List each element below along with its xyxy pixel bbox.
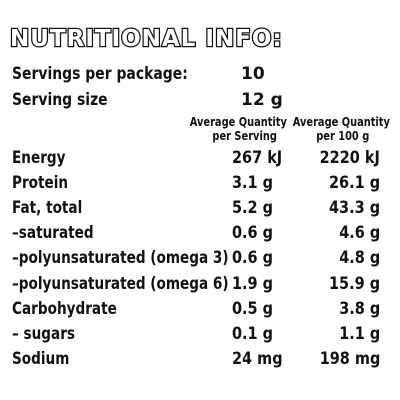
nutrient-per-serving: 0.6 g [232,223,273,243]
nutrient-per-serving: 1.9 g [232,274,273,294]
servings-per-package-value: 10 [241,64,265,84]
nutrient-per-100g: 26.1 g [328,173,380,193]
servings-per-package-label: Servings per package: [12,64,188,84]
nutrient-per-100g: 3.8 g [339,299,380,319]
nutrient-per-serving: 0.1 g [232,324,273,344]
nutrient-label: Protein [12,173,69,193]
nutrient-label: Fat, total [12,198,83,218]
nutrient-label: Energy [12,148,66,168]
nutrient-label: –polyunsaturated (omega 6) [12,274,229,294]
nutrient-per-100g: 15.9 g [328,274,380,294]
per-100g-header-line2: per 100 g [316,129,370,143]
nutrient-per-serving: 24 mg [232,349,283,369]
nutrient-per-serving: 5.2 g [232,198,273,218]
nutrient-per-100g: 2220 kJ [319,148,380,168]
nutrient-per-100g: 1.1 g [339,324,380,344]
serving-size-value: 12 g [241,90,283,110]
nutrient-label: Sodium [12,349,70,369]
panel-title: NUTRITIONAL INFO: [9,25,283,54]
nutrient-per-serving: 3.1 g [232,173,273,193]
nutrient-per-serving: 267 kJ [232,148,283,168]
nutrient-per-serving: 0.6 g [232,248,273,268]
nutrient-per-serving: 0.5 g [232,299,273,319]
nutrient-per-100g: 4.6 g [339,223,380,243]
nutrient-label: –saturated [12,223,94,243]
nutrient-label: – sugars [12,324,76,344]
nutrient-per-100g: 43.3 g [328,198,380,218]
nutrient-per-100g: 4.8 g [339,248,380,268]
per-serving-header-line1: Average Quantity [189,115,287,129]
nutrient-label: –polyunsaturated (omega 3) [12,248,229,268]
nutrient-label: Carbohydrate [12,299,117,319]
per-serving-header-line2: per Serving [212,129,277,143]
per-100g-header: Average Quantity per 100 g [292,115,390,143]
per-100g-header-line1: Average Quantity [292,115,390,129]
per-serving-header: Average Quantity per Serving [189,115,287,143]
serving-size-label: Serving size [12,90,108,110]
nutrient-per-100g: 198 mg [319,349,380,369]
